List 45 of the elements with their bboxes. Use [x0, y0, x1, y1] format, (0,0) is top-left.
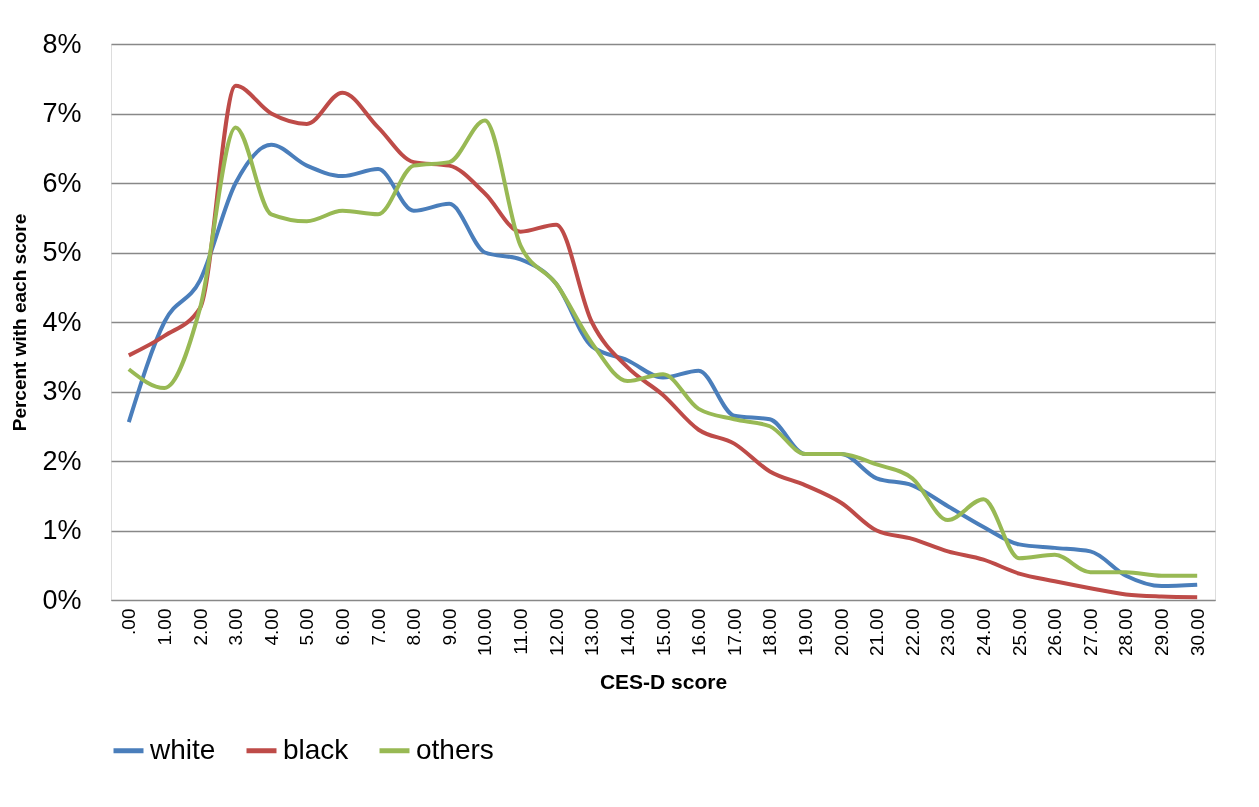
x-tick-label: 8.00: [403, 608, 425, 646]
y-tick-label: 3%: [42, 376, 82, 406]
x-tick-label: 20.00: [830, 608, 852, 657]
x-tick-label: 19.00: [794, 608, 816, 657]
x-tick-label: 21.00: [866, 608, 888, 657]
x-tick-label: 7.00: [367, 608, 389, 646]
y-tick-label: 8%: [42, 28, 82, 59]
y-tick-label: 1%: [42, 515, 82, 545]
x-tick-label: 14.00: [616, 608, 638, 657]
x-tick-label: 4.00: [260, 608, 282, 646]
x-tick-label: 28.00: [1115, 608, 1137, 657]
x-tick-label: 27.00: [1079, 608, 1101, 657]
x-tick-label: 3.00: [225, 608, 247, 646]
x-tick-label: 29.00: [1151, 608, 1173, 657]
y-tick-label: 2%: [42, 445, 82, 476]
x-tick-label: 30.00: [1186, 608, 1208, 657]
legend-label: black: [283, 733, 350, 765]
x-tick-label: 6.00: [331, 608, 353, 646]
x-tick-label: 10.00: [474, 608, 496, 657]
legend-label: others: [416, 733, 494, 765]
y-axis-title: Percent with each score: [9, 213, 31, 432]
y-tick-label: 4%: [42, 306, 82, 337]
x-tick-label: 18.00: [759, 608, 781, 657]
x-tick-label: 23.00: [937, 608, 959, 657]
x-tick-label: 26.00: [1044, 608, 1066, 657]
y-tick-label: 5%: [42, 237, 82, 267]
x-tick-label: 9.00: [438, 608, 460, 646]
x-tick-label: 2.00: [189, 608, 211, 646]
x-tick-label: 25.00: [1008, 608, 1030, 657]
x-tick-label: 1.00: [153, 608, 175, 646]
x-tick-label: 15.00: [652, 608, 674, 657]
x-tick-label: 5.00: [296, 608, 318, 646]
x-tick-label: 22.00: [901, 608, 923, 657]
x-tick-label: .00: [118, 608, 140, 635]
x-tick-label: 16.00: [688, 608, 710, 657]
x-tick-label: 24.00: [973, 608, 995, 657]
x-axis-title: CES-D score: [599, 670, 728, 694]
x-tick-label: 11.00: [510, 608, 532, 655]
legend-label: white: [149, 733, 216, 765]
y-tick-label: 7%: [42, 98, 82, 128]
x-tick-label: 13.00: [581, 608, 603, 657]
x-tick-label: 17.00: [723, 608, 745, 657]
y-tick-label: 6%: [42, 167, 82, 198]
x-tick-label: 12.00: [545, 608, 567, 657]
y-tick-label: 0%: [42, 584, 82, 615]
